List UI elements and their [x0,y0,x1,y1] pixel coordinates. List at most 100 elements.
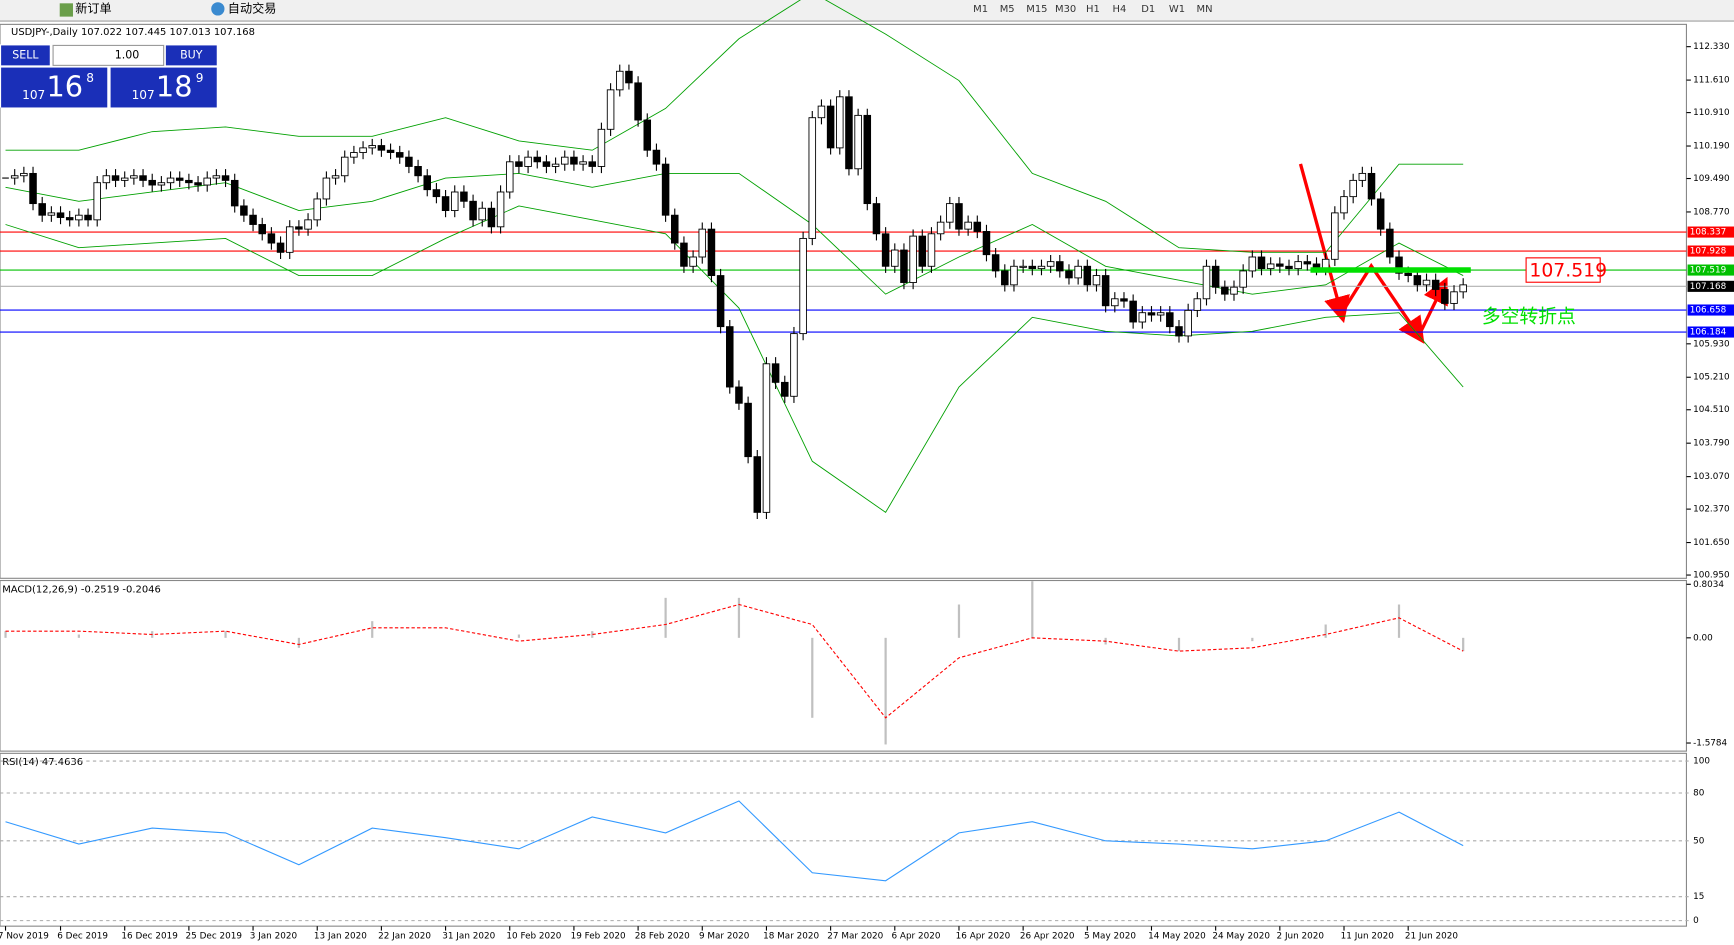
timeframe-button[interactable]: H1 [1086,4,1100,15]
candle [450,191,459,212]
candle [1221,286,1229,295]
candle [258,224,266,235]
candle [1037,265,1046,270]
candle [65,217,74,221]
macd-bar [517,634,521,638]
candle [1001,270,1009,286]
timeframe-button[interactable]: MN [1197,4,1213,15]
x-tick-label: 3 Jan 2020 [250,932,298,942]
level-label: 107.168 [1690,282,1727,292]
buy-price-box[interactable] [110,67,217,108]
candle [1376,198,1385,230]
macd-bar [4,631,7,638]
candle [322,177,331,200]
candle [1065,270,1073,279]
candle [441,196,450,212]
sell-label[interactable]: SELL [12,48,39,61]
y-tick-label: 105.210 [1693,373,1730,383]
y-tick-label: 109.490 [1693,174,1730,184]
candle [377,145,386,151]
candle [1019,265,1027,268]
candle [304,219,312,230]
candle [1459,284,1467,293]
candle [771,363,780,383]
red-arrow [1298,163,1350,324]
main-panel [0,23,1688,579]
candle [946,203,954,223]
candle [148,179,156,186]
rsi-tick-label: 50 [1693,836,1705,846]
y-tick-label: 108.770 [1693,207,1730,217]
buy-price-big: 107 [132,88,155,102]
macd-bar [811,637,814,718]
candle [478,207,487,221]
candle [1129,300,1137,323]
new-order-icon[interactable] [59,3,73,17]
buy-label[interactable]: BUY [180,48,203,61]
candle [212,175,221,179]
level-label-bg [1687,280,1734,292]
candle [1074,265,1082,279]
lot-input[interactable] [52,44,165,66]
candle [1147,312,1156,316]
candle [505,161,514,193]
candle [836,96,844,149]
y-tick-label: 112.330 [1693,42,1730,52]
rsi-tick-label: 80 [1693,788,1705,798]
candle [799,237,807,335]
candle [817,105,826,119]
timeframe-button[interactable]: D1 [1141,4,1155,15]
candle [1431,279,1440,290]
level-label: 106.184 [1690,328,1727,338]
rsi-line [5,800,1464,882]
timeframe-button[interactable]: M30 [1055,4,1076,15]
new-order-button[interactable]: 新订单 [75,0,111,15]
macd-panel [0,579,1688,752]
timeframe-button[interactable]: W1 [1169,4,1185,15]
candle [680,242,688,267]
x-tick-label: 16 Apr 2020 [956,932,1011,942]
timeframe-button[interactable]: M15 [1026,4,1047,15]
x-tick-label: 19 Feb 2020 [571,932,626,942]
candle [1101,275,1110,307]
candle [130,175,138,179]
buy-button[interactable] [165,45,217,66]
lot-value[interactable]: 1.00 [115,48,140,61]
candle [671,214,679,244]
x-tick-label: 5 May 2020 [1084,932,1136,942]
macd-tick-label: 0.8034 [1693,580,1724,590]
macd-bar [1251,637,1254,642]
level-label-bg [1687,304,1734,316]
sell-price-box[interactable] [1,67,108,108]
candle [1184,309,1192,337]
candle [1349,179,1357,198]
level-label: 107.928 [1690,247,1727,257]
level-label-bg [1687,326,1734,338]
timeframe-button[interactable]: M1 [973,4,988,15]
candle [120,177,129,181]
bollinger-band [5,0,1464,253]
candle [1422,279,1431,286]
candle [790,333,798,397]
candle [1111,298,1119,307]
timeframe-button[interactable]: M5 [1000,4,1015,15]
auto-trading-icon[interactable] [211,2,225,16]
candle [1046,261,1055,267]
sell-button[interactable] [1,45,50,66]
candle [1441,289,1449,304]
candle [689,256,697,267]
candle [240,205,248,216]
candle [616,70,624,91]
candle [726,326,734,388]
candle [487,207,496,228]
y-tick-label: 111.610 [1693,76,1730,86]
candle [597,128,606,167]
candle [900,249,908,283]
auto-trading-button[interactable]: 自动交易 [228,0,277,15]
candle [1294,261,1302,270]
timeframe-button[interactable]: H4 [1113,4,1127,15]
candle [1367,172,1376,200]
x-tick-label: 6 Dec 2019 [57,932,108,942]
candle [1056,261,1064,272]
candle [56,212,65,218]
